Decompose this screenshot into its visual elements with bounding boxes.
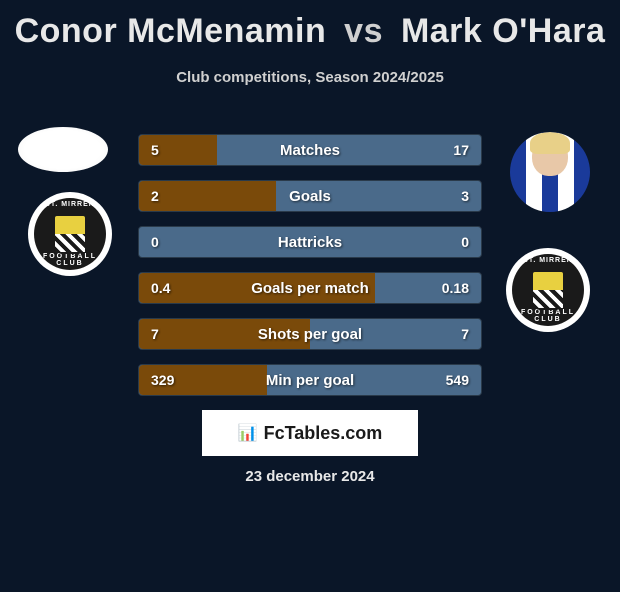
stat-row: 2Goals3 [138,180,482,212]
brand-text: FcTables.com [264,423,383,444]
stat-label: Goals [139,188,481,205]
chart-icon: 📊 [238,423,258,443]
stat-value-right: 0 [461,234,469,250]
badge-text-bottom: FOOTBALL CLUB [512,309,584,323]
stat-value-right: 17 [453,142,469,158]
player1-club-badge: ST. MIRREN FOOTBALL CLUB [28,192,112,276]
shield-icon [531,270,565,310]
stat-label: Min per goal [139,372,481,389]
player2-photo [510,132,590,212]
stat-value-right: 7 [461,326,469,342]
brand-box: 📊 FcTables.com [202,410,418,456]
player2-club-badge: ST. MIRREN FOOTBALL CLUB [506,248,590,332]
subtitle: Club competitions, Season 2024/2025 [0,69,620,86]
stat-row: 0.4Goals per match0.18 [138,272,482,304]
page-title: Conor McMenamin vs Mark O'Hara [0,12,620,51]
vs-label: vs [344,12,383,50]
badge-text-bottom: FOOTBALL CLUB [34,253,106,267]
stat-row: 7Shots per goal7 [138,318,482,350]
player1-photo [18,127,108,172]
stat-value-right: 549 [446,372,469,388]
player2-name: Mark O'Hara [401,12,605,50]
comparison-bars: 5Matches17 2Goals3 0Hattricks0 0.4Goals per… [138,134,482,410]
stat-row: 0Hattricks0 [138,226,482,258]
stat-label: Shots per goal [139,326,481,343]
shield-icon [53,214,87,254]
stat-value-right: 3 [461,188,469,204]
player1-name: Conor McMenamin [15,12,327,50]
stat-value-right: 0.18 [442,280,469,296]
stat-label: Hattricks [139,234,481,251]
stat-label: Goals per match [139,280,481,297]
stat-label: Matches [139,142,481,159]
footer-date: 23 december 2024 [0,468,620,485]
badge-text-top: ST. MIRREN [34,201,106,208]
stat-row: 329Min per goal549 [138,364,482,396]
stat-row: 5Matches17 [138,134,482,166]
badge-text-top: ST. MIRREN [512,257,584,264]
